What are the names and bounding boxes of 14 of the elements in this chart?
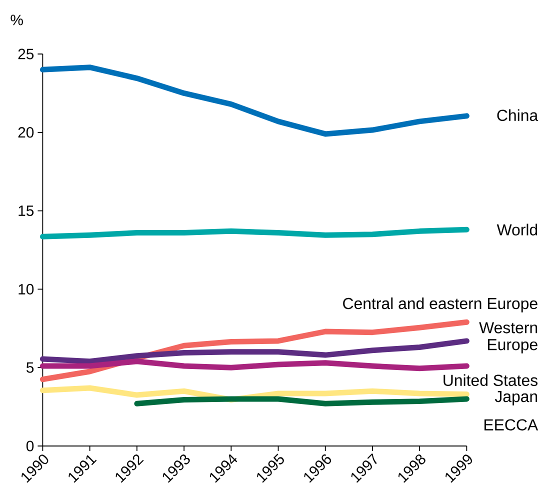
y-tick-label: 5	[26, 362, 34, 373]
y-axis-title: %	[10, 14, 23, 26]
y-tick-label: 15	[18, 206, 34, 216]
series-label: Central and eastern Europe	[343, 297, 538, 312]
series-label: United States	[444, 374, 538, 386]
series-label: EECCA	[484, 419, 538, 430]
series-label: Western Europe	[479, 322, 538, 354]
y-tick-label: 20	[18, 127, 34, 138]
y-tick-label: 10	[18, 284, 34, 294]
series-label: Japan	[494, 391, 538, 406]
series-label: World	[496, 224, 538, 236]
series-label: China	[497, 109, 538, 122]
y-tick-label: 25	[18, 48, 34, 60]
y-tick-label: 0	[26, 440, 34, 452]
